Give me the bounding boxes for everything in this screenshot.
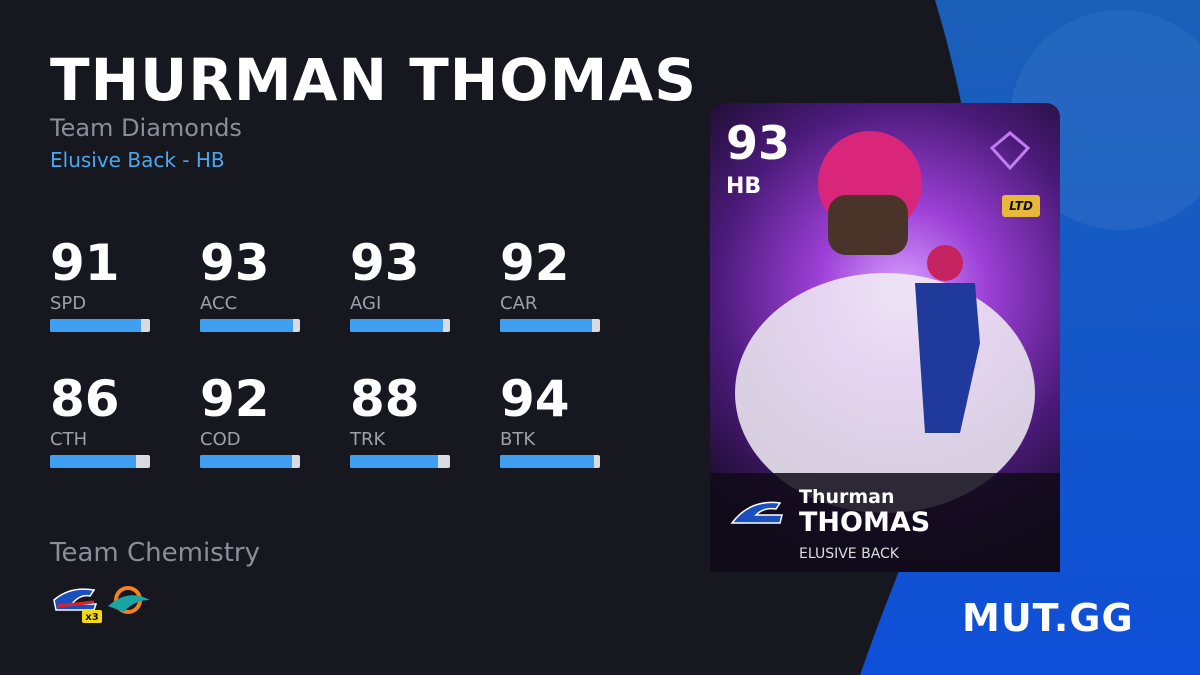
- stat-bar-track: [350, 455, 450, 468]
- stat: 93 ACC: [200, 238, 320, 332]
- stat-bar-track: [500, 319, 600, 332]
- stat-value: 92: [200, 370, 270, 428]
- stat-label: ACC: [200, 293, 238, 314]
- dolphins-logo: [108, 595, 150, 612]
- ltd-text: LTD: [1009, 199, 1033, 213]
- stat: 92 COD: [200, 374, 320, 468]
- stat-value: 94: [500, 370, 570, 428]
- stat: 93 AGI: [350, 238, 470, 332]
- stat-value: 91: [50, 234, 120, 292]
- stat-value: 93: [200, 234, 270, 292]
- stat-bar: [50, 455, 136, 468]
- stat-value: 92: [500, 234, 570, 292]
- stat-bar-track: [50, 455, 150, 468]
- stat: 88 TRK: [350, 374, 470, 468]
- stat-value: 93: [350, 234, 420, 292]
- player-name: THURMAN THOMAS: [50, 46, 697, 114]
- stat-bar: [500, 455, 594, 468]
- stat-label: AGI: [350, 293, 382, 314]
- stat-bar: [50, 319, 141, 332]
- brand: MUT.GG: [962, 596, 1134, 640]
- stat-bar: [350, 455, 438, 468]
- runner-helmet: [927, 245, 963, 281]
- stat-bar-track: [50, 319, 150, 332]
- program: Team Diamonds: [50, 114, 242, 142]
- stat-bar: [200, 319, 293, 332]
- stat-bar-track: [500, 455, 600, 468]
- player-card: LTD 93 HB Thurman THOMAS ELUSIVE BACK: [710, 103, 1060, 572]
- card-archetype: ELUSIVE BACK: [799, 546, 900, 562]
- program-icon: [989, 131, 1031, 171]
- stat-label: TRK: [350, 429, 386, 450]
- stat-label: BTK: [500, 429, 536, 450]
- stat: 92 CAR: [500, 238, 620, 332]
- bills-stripe: [57, 600, 95, 608]
- card-position: HB: [726, 174, 761, 199]
- stat-value: 88: [350, 370, 420, 428]
- stat: 86 CTH: [50, 374, 170, 468]
- stat-bar: [200, 455, 292, 468]
- stat-label: SPD: [50, 293, 87, 314]
- stat: 91 SPD: [50, 238, 170, 332]
- stat-bar-track: [350, 319, 450, 332]
- stat-bar: [500, 319, 592, 332]
- stat-bar-track: [200, 319, 300, 332]
- chemistry-title: Team Chemistry: [50, 538, 260, 568]
- card-first-name: Thurman: [799, 486, 895, 508]
- stat: 94 BTK: [500, 374, 620, 468]
- archetype: Elusive Back - HB: [50, 148, 225, 172]
- stat-label: COD: [200, 429, 241, 450]
- card-art: LTD 93 HB Thurman THOMAS ELUSIVE BACK: [710, 116, 1060, 572]
- stat-label: CTH: [50, 429, 88, 450]
- chem-count: x3: [85, 612, 98, 623]
- ltd-badge: [1002, 195, 1040, 217]
- count-badge: [82, 610, 102, 623]
- stat-bar-track: [200, 455, 300, 468]
- card-ovr: 93: [726, 116, 790, 170]
- face: [828, 195, 908, 255]
- stat-bar: [350, 319, 443, 332]
- stat-value: 86: [50, 370, 120, 428]
- runner: [915, 283, 980, 433]
- chemistry-logos: x3: [53, 586, 150, 623]
- card-team-logo: [730, 501, 783, 524]
- card-last-name: THOMAS: [799, 507, 930, 538]
- stat-label: CAR: [500, 293, 538, 314]
